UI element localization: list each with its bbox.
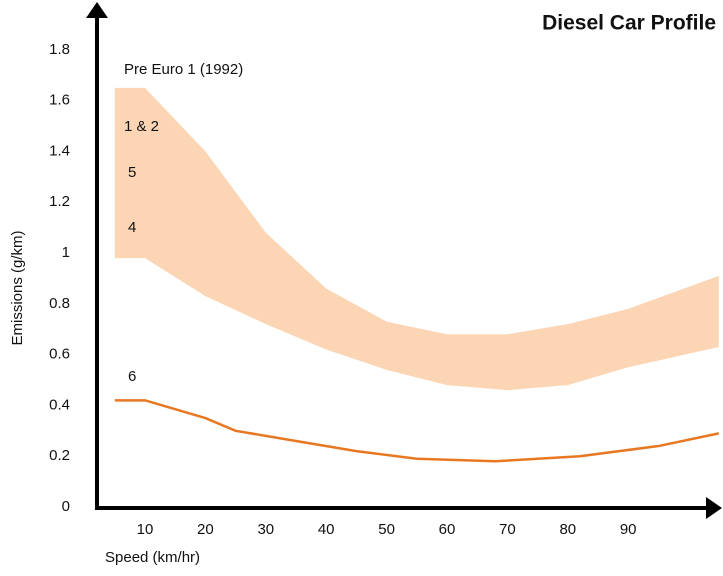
x-tick-label: 50: [378, 521, 395, 538]
y-tick-label: 0: [62, 498, 70, 515]
annotation: 1 & 2: [124, 118, 159, 135]
annotation: 5: [128, 164, 136, 181]
y-axis-label: Emissions (g/km): [9, 230, 26, 345]
y-tick-label: 1.6: [49, 92, 70, 109]
chart-title: Diesel Car Profile: [542, 12, 716, 35]
emission-line: [114, 399, 720, 463]
x-tick-label: 40: [318, 521, 335, 538]
y-tick-label: 0.4: [49, 396, 70, 413]
y-arrow: [86, 2, 108, 18]
y-tick-label: 1.4: [49, 142, 70, 159]
x-tick-label: 90: [620, 521, 637, 538]
emission-band: [114, 87, 719, 391]
x-axis-label: Speed (km/hr): [105, 549, 200, 566]
x-tick-label: 70: [499, 521, 516, 538]
x-arrow: [706, 497, 722, 519]
y-tick-label: 0.8: [49, 295, 70, 312]
annotation: Pre Euro 1 (1992): [124, 61, 243, 78]
x-tick-label: 80: [559, 521, 576, 538]
y-tick-label: 0.6: [49, 346, 70, 363]
y-tick-label: 0.2: [49, 447, 70, 464]
x-tick-label: 30: [257, 521, 274, 538]
x-tick-label: 60: [439, 521, 456, 538]
y-tick-label: 1.2: [49, 193, 70, 210]
y-tick-label: 1: [62, 244, 70, 261]
y-tick-label: 1.8: [49, 41, 70, 58]
axes: [86, 2, 722, 519]
annotation: 6: [128, 368, 136, 385]
x-tick-label: 20: [197, 521, 214, 538]
annotation: 4: [128, 219, 136, 236]
x-tick-label: 10: [137, 521, 154, 538]
